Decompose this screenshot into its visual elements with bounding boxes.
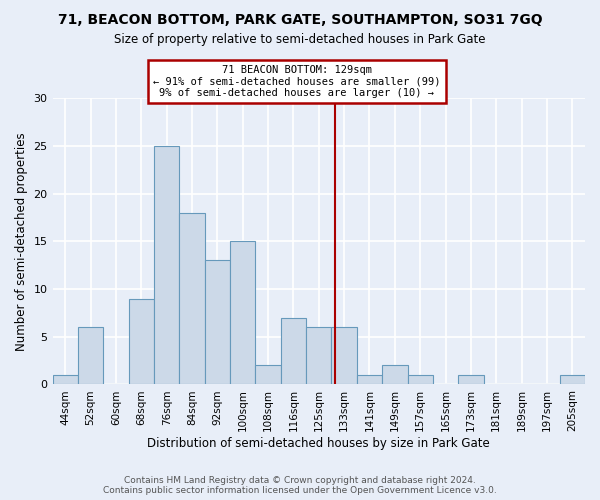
Bar (458, 375, 484, 384)
Bar (407, 375, 433, 384)
Y-axis label: Number of semi-detached properties: Number of semi-detached properties (15, 132, 28, 350)
X-axis label: Distribution of semi-detached houses by size in Park Gate: Distribution of semi-detached houses by … (148, 437, 490, 450)
Bar (230, 242, 256, 384)
Bar (154, 146, 179, 384)
Bar (382, 366, 407, 384)
Bar (357, 375, 382, 384)
Bar (331, 327, 357, 384)
Bar (179, 212, 205, 384)
Bar (256, 366, 281, 384)
Bar (78, 327, 103, 384)
Bar (53, 375, 78, 384)
Bar (205, 260, 230, 384)
Bar (306, 327, 331, 384)
Bar (281, 318, 306, 384)
Text: 71, BEACON BOTTOM, PARK GATE, SOUTHAMPTON, SO31 7GQ: 71, BEACON BOTTOM, PARK GATE, SOUTHAMPTO… (58, 12, 542, 26)
Bar (128, 298, 154, 384)
Bar (560, 375, 585, 384)
Text: Size of property relative to semi-detached houses in Park Gate: Size of property relative to semi-detach… (114, 32, 486, 46)
Text: 71 BEACON BOTTOM: 129sqm
← 91% of semi-detached houses are smaller (99)
9% of se: 71 BEACON BOTTOM: 129sqm ← 91% of semi-d… (153, 65, 440, 98)
Text: Contains HM Land Registry data © Crown copyright and database right 2024.
Contai: Contains HM Land Registry data © Crown c… (103, 476, 497, 495)
